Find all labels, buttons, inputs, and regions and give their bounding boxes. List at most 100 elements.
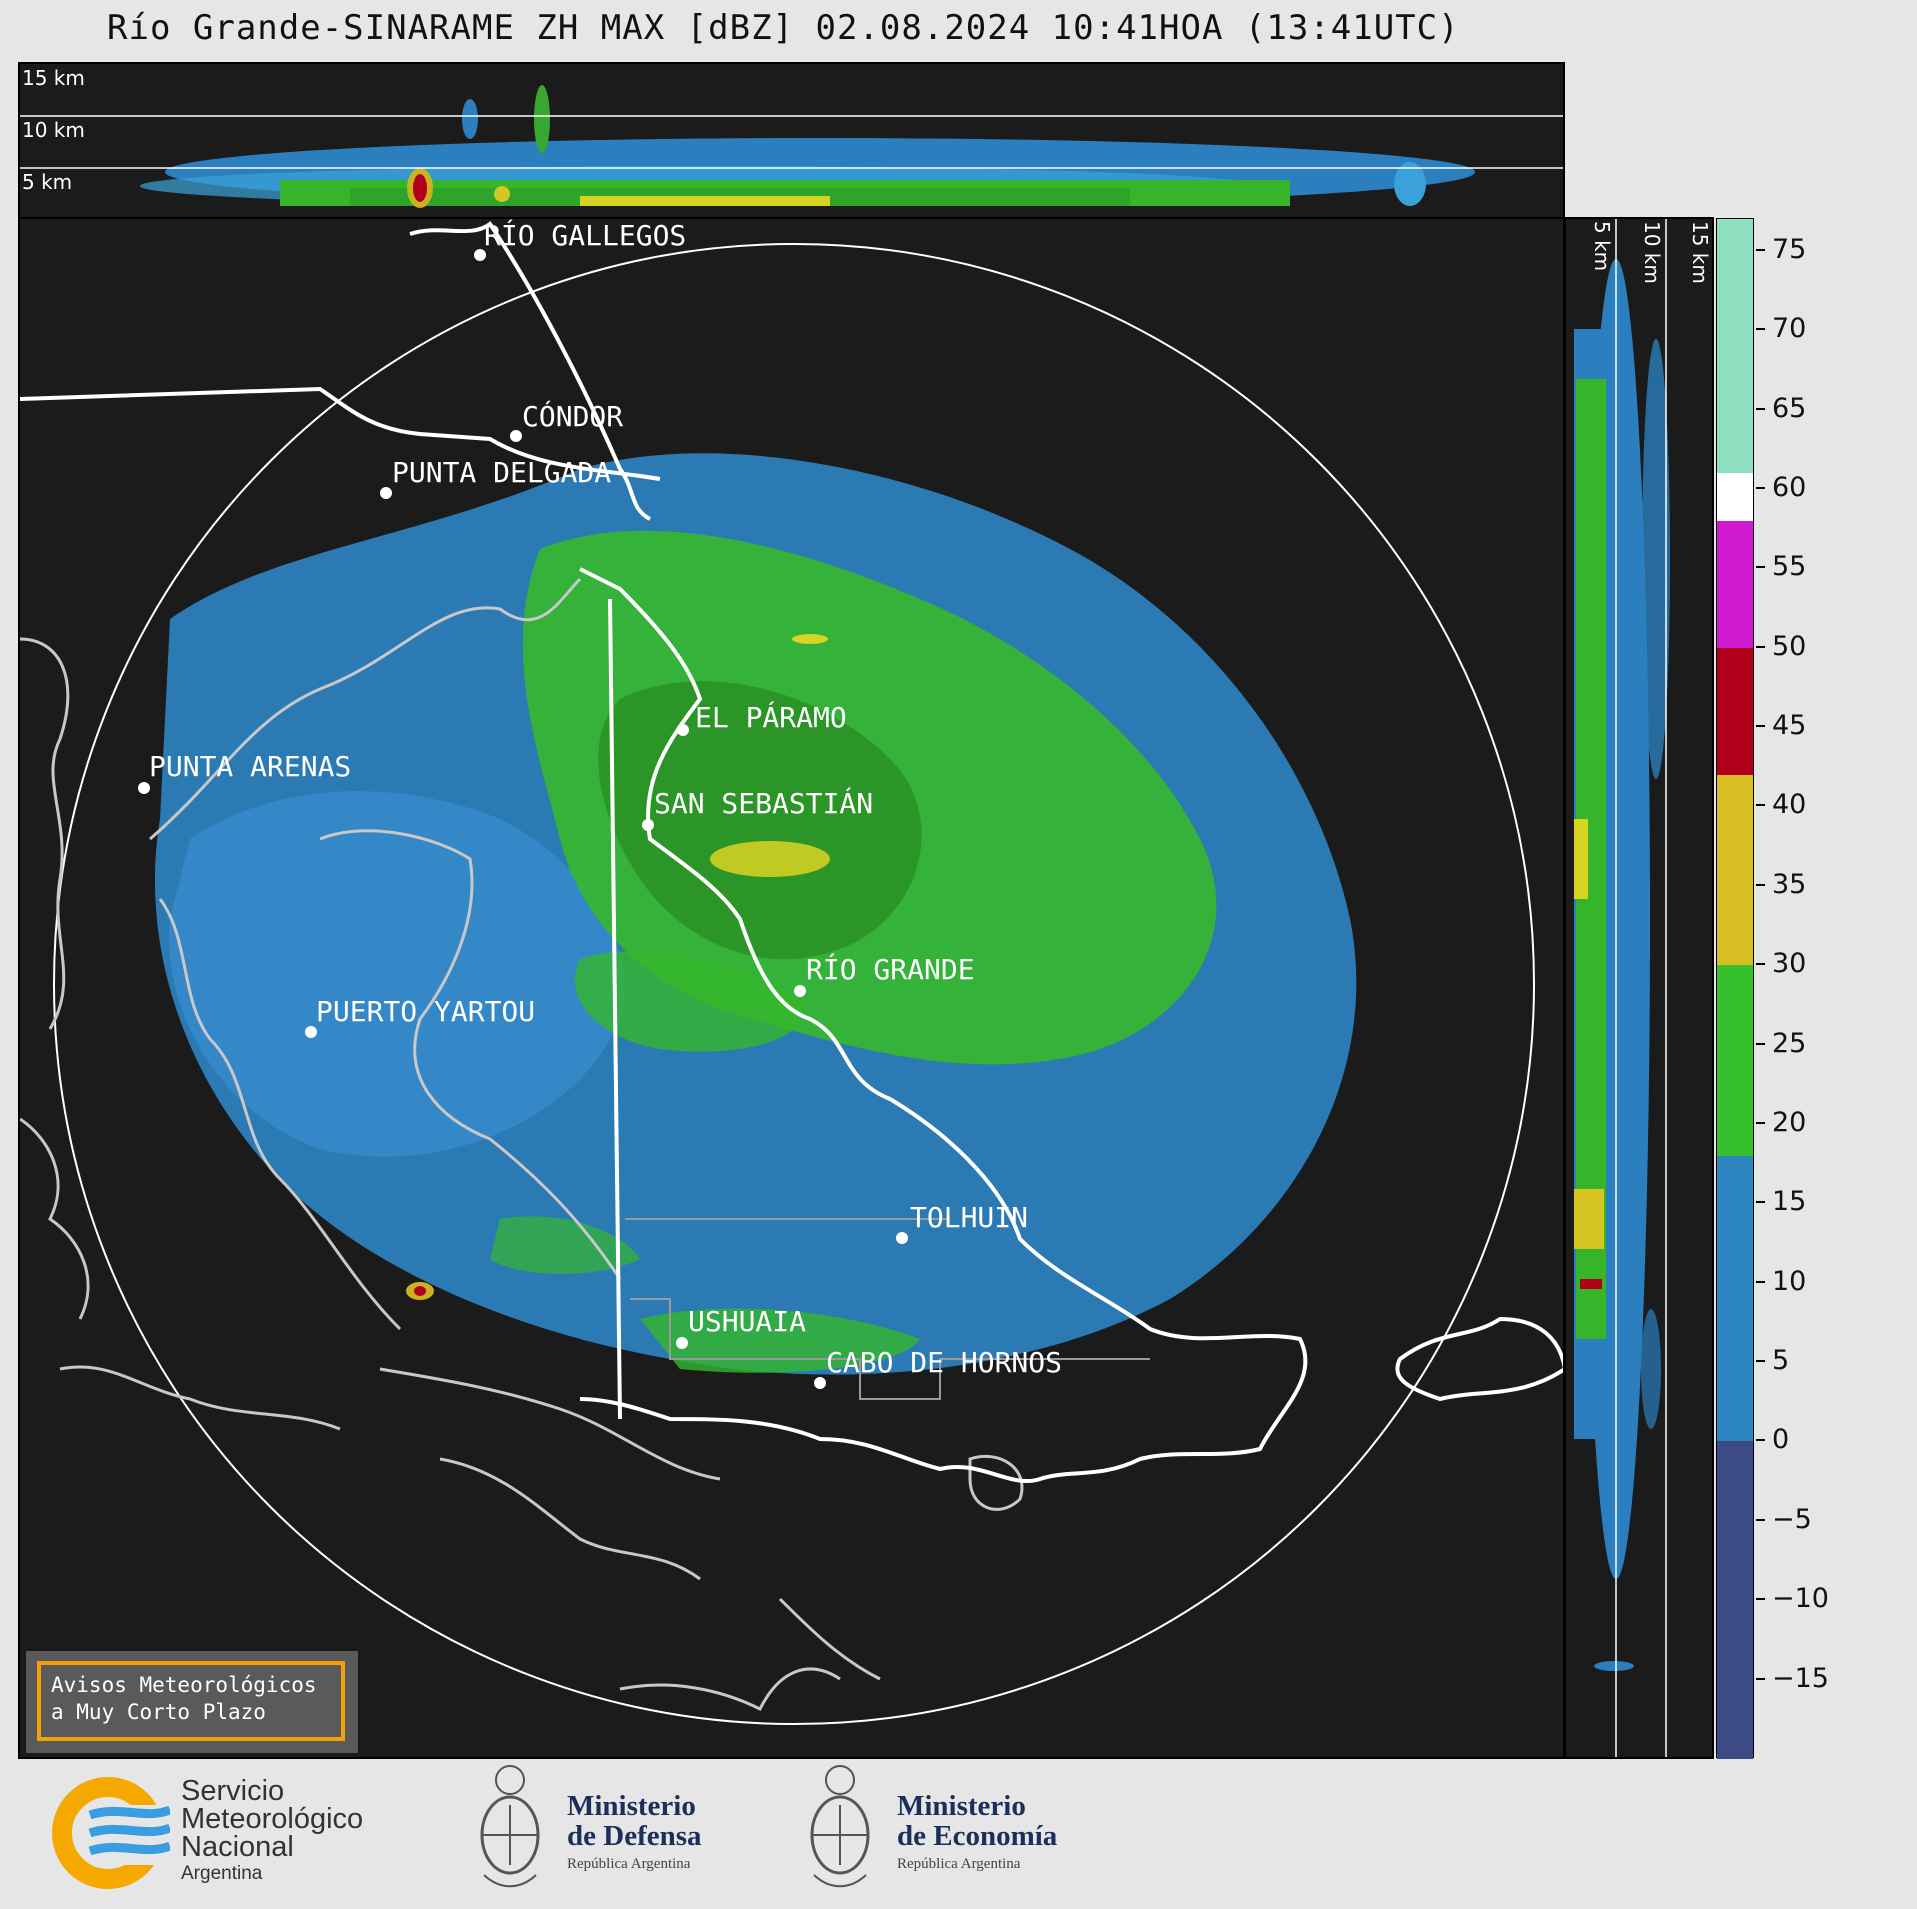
alert-box-border: Avisos Meteorológicos a Muy Corto Plazo — [37, 1661, 345, 1741]
side-altitude-15km: 15 km — [1688, 221, 1712, 284]
smn-line-2: Meteorológico — [181, 1803, 364, 1835]
colorbar-tick-label: 20 — [1772, 1106, 1807, 1138]
radar-range-ring — [53, 243, 1535, 1725]
city-label-ushuaia: USHUAIA — [688, 1305, 807, 1338]
colorbar-band — [1717, 473, 1753, 521]
colorbar-tick — [1756, 1518, 1765, 1521]
colorbar-tick-label: 30 — [1772, 948, 1807, 980]
colorbar-tick-label: 10 — [1772, 1265, 1807, 1297]
colorbar-tick-label: 5 — [1772, 1345, 1790, 1377]
colorbar-tick — [1756, 1201, 1765, 1204]
top-altitude-15km: 15 km — [22, 66, 85, 90]
city-label-puerto-yartou: PUERTO YARTOU — [316, 995, 536, 1028]
colorbar-tick — [1756, 407, 1765, 410]
colorbar-tick-label: 55 — [1772, 551, 1807, 583]
colorbar-band — [1717, 1441, 1753, 1759]
side-altitude-10km: 10 km — [1640, 221, 1664, 284]
top-altitude-5km: 5 km — [22, 170, 73, 194]
colorbar-tick-label: 40 — [1772, 789, 1807, 821]
city-dot-puerto-yartou — [305, 1026, 317, 1038]
side-cross-section-echoes — [1574, 219, 1670, 1757]
argentina-coat-of-arms-icon — [480, 1765, 540, 1888]
colorbar-tick — [1756, 963, 1765, 966]
radar-map-panel[interactable]: RÍO GALLEGOS CÓNDOR PUNTA DELGADA EL PÁR… — [18, 217, 1565, 1759]
city-label-san-sebastian: SAN SEBASTIÁN — [654, 787, 874, 820]
colorbar-tick-label: 65 — [1772, 392, 1807, 424]
city-dot-condor — [510, 430, 522, 442]
colorbar-tick-label: 35 — [1772, 868, 1807, 900]
side-cross-section-panel: 5 km 10 km 15 km — [1564, 217, 1714, 1759]
city-label-rio-grande: RÍO GRANDE — [806, 953, 975, 986]
side-altitude-5km: 5 km — [1590, 221, 1614, 272]
colorbar-tick — [1756, 804, 1765, 807]
argentina-coat-of-arms-icon — [810, 1765, 870, 1888]
city-label-cabo-de-hornos: CABO DE HORNOS — [826, 1346, 1063, 1379]
colorbar-tick — [1756, 486, 1765, 489]
colorbar-tick — [1756, 328, 1765, 331]
colorbar-band — [1717, 647, 1753, 775]
radar-map-svg — [20, 221, 1563, 1725]
defensa-logo: Ministerio de Defensa República Argentin… — [470, 1760, 770, 1900]
colorbar-tick — [1756, 1439, 1765, 1442]
defensa-line-1: Ministerio — [567, 1790, 696, 1822]
colorbar-band — [1717, 1155, 1753, 1442]
colorbar-band — [1717, 520, 1753, 648]
colorbar-band — [1717, 219, 1753, 474]
colorbar-tick — [1756, 566, 1765, 569]
city-dot-san-sebastian — [642, 819, 654, 831]
city-label-el-paramo: EL PÁRAMO — [695, 701, 847, 734]
smn-line-4: Argentina — [181, 1863, 263, 1884]
economia-logo: Ministerio de Economía República Argenti… — [800, 1760, 1100, 1900]
smn-line-3: Nacional — [181, 1831, 294, 1863]
city-dot-punta-delgada — [380, 487, 392, 499]
borders-roads — [20, 221, 1563, 1483]
alert-line-1: Avisos Meteorológicos — [51, 1673, 317, 1697]
smn-line-1: Servicio — [181, 1775, 285, 1807]
top-altitude-10km: 10 km — [22, 118, 85, 142]
colorbar-tick-label: 60 — [1772, 471, 1807, 503]
colorbar-tick-label: 45 — [1772, 710, 1807, 742]
city-dot-cabo-de-hornos — [814, 1377, 826, 1389]
colorbar-tick — [1756, 1360, 1765, 1363]
province-boundary — [625, 1218, 1150, 1400]
colorbar-tick-label: 0 — [1772, 1424, 1790, 1456]
colorbar-tick — [1756, 1042, 1765, 1045]
smn-emblem-icon — [52, 1777, 170, 1889]
coastlines — [20, 577, 1024, 1712]
colorbar-band — [1717, 774, 1753, 966]
colorbar-tick-label: −10 — [1772, 1583, 1829, 1615]
colorbar-tick — [1756, 248, 1765, 251]
colorbar-tick — [1756, 725, 1765, 728]
colorbar-tick — [1756, 883, 1765, 886]
defensa-line-2: de Defensa — [567, 1820, 702, 1852]
colorbar-tick-label: −15 — [1772, 1662, 1829, 1694]
reflectivity-colorbar — [1716, 218, 1754, 1759]
economia-line-1: Ministerio — [897, 1790, 1026, 1822]
city-dot-tolhuin — [896, 1232, 908, 1244]
alert-box[interactable]: Avisos Meteorológicos a Muy Corto Plazo — [26, 1651, 358, 1753]
colorbar-tick-label: 75 — [1772, 233, 1807, 265]
map-title: Río Grande-SINARAME ZH MAX [dBZ] 02.08.2… — [107, 8, 1460, 48]
city-label-punta-arenas: PUNTA ARENAS — [149, 750, 352, 783]
colorbar-tick-label: 70 — [1772, 313, 1807, 345]
colorbar-tick — [1756, 1598, 1765, 1601]
top-cross-section-panel: 15 km 10 km 5 km — [18, 62, 1565, 219]
top-cross-section-echoes — [20, 85, 1563, 208]
colorbar-tick — [1756, 1280, 1765, 1283]
colorbar-tick-label: −5 — [1772, 1503, 1812, 1535]
colorbar-tick — [1756, 1677, 1765, 1680]
colorbar-tick-label: 50 — [1772, 630, 1807, 662]
colorbar-band — [1717, 965, 1753, 1156]
smn-logo: Servicio Meteorológico Nacional Argentin… — [50, 1775, 410, 1895]
city-label-punta-delgada: PUNTA DELGADA — [392, 456, 612, 489]
city-label-tolhuin: TOLHUIN — [910, 1201, 1029, 1234]
city-dot-punta-arenas — [138, 782, 150, 794]
defensa-line-3: República Argentina — [567, 1856, 691, 1872]
economia-line-2: de Economía — [897, 1820, 1058, 1852]
city-dot-rio-gallegos — [474, 249, 486, 261]
colorbar-tick — [1756, 645, 1765, 648]
colorbar-tick-label: 15 — [1772, 1186, 1807, 1218]
city-dot-ushuaia — [676, 1337, 688, 1349]
colorbar-tick-label: 25 — [1772, 1027, 1807, 1059]
alert-line-2: a Muy Corto Plazo — [51, 1700, 266, 1724]
